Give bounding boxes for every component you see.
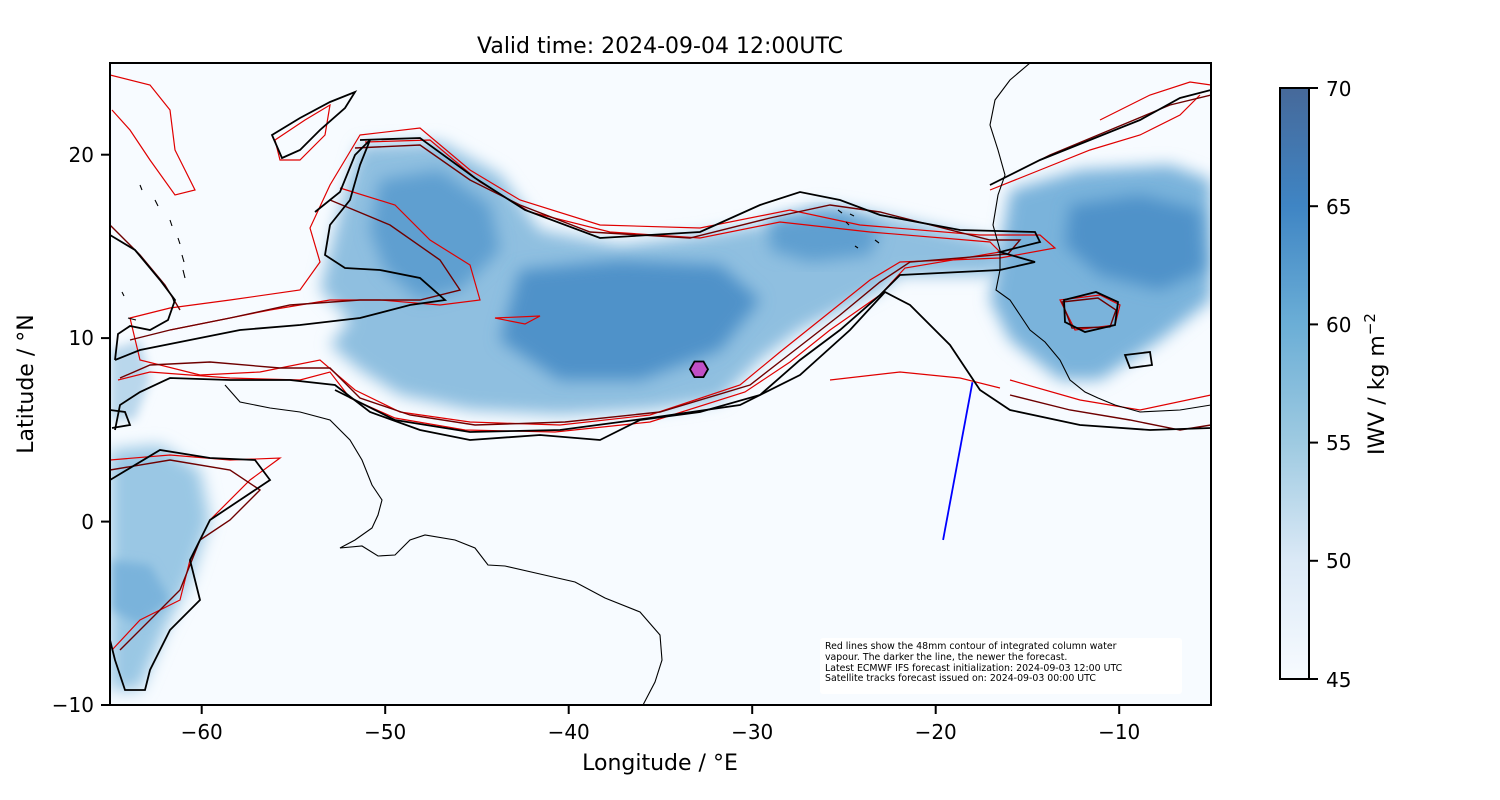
y-tick-label: 0 — [81, 510, 94, 534]
y-axis-title: Latitude / °N — [14, 314, 39, 453]
colorbar-tick-label: 45 — [1326, 668, 1351, 692]
plot-frame — [109, 62, 1212, 706]
x-tick-label: −30 — [731, 720, 773, 744]
colorbar-title: IWV / kg m−2 — [1361, 313, 1390, 455]
contour-red-9 — [110, 74, 196, 196]
colorbar-gradient — [1279, 87, 1310, 680]
y-tick-label: −10 — [52, 693, 94, 717]
contour-red-11 — [494, 315, 541, 325]
x-tick-label: −10 — [1098, 720, 1140, 744]
colorbar-tick-label: 65 — [1326, 195, 1351, 219]
annotation-box: Red lines show the 48mm contour of integ… — [820, 638, 1182, 694]
annotation-line: vapour. The darker the line, the newer t… — [825, 651, 1068, 663]
iwv-core-west — [370, 170, 500, 300]
contour-red-1 — [129, 127, 1057, 426]
colorbar-tick-label: 60 — [1326, 313, 1351, 337]
iwv-southwest-core — [112, 560, 170, 625]
iwv-southwest — [110, 445, 210, 690]
x-tick-label: −20 — [915, 720, 957, 744]
contour-red-12 — [829, 371, 1001, 389]
x-tick-label: −50 — [364, 720, 406, 744]
coastline-south-america — [224, 384, 663, 705]
colorbar: 70 65 60 55 50 45 IWV / kg m−2 — [1279, 77, 1390, 692]
hexagon-marker — [688, 360, 710, 379]
contour-black-west-inner — [114, 139, 448, 361]
x-axis: −60 −50 −40 −30 −20 −10 Longitude / °E — [181, 705, 1140, 776]
coastline-islands-cape-verde — [837, 209, 880, 249]
contour-black-east-island — [1063, 291, 1119, 333]
contour-red-5 — [1099, 81, 1211, 121]
colorbar-tick-label: 70 — [1326, 77, 1351, 101]
contour-set-newest — [110, 89, 1211, 691]
contour-black-west-coast — [110, 234, 177, 361]
x-tick-label: −60 — [181, 720, 223, 744]
colorbar-title-main: IWV / kg m — [1365, 335, 1390, 455]
annotation-line: Red lines show the 48mm contour of integ… — [825, 641, 1117, 652]
chart-title: Valid time: 2024-09-04 12:00UTC — [477, 34, 843, 59]
annotation-line: Satellite tracks forecast issued on: 202… — [825, 673, 1096, 685]
contour-red-4 — [1009, 379, 1211, 411]
iwv-field — [110, 142, 1211, 690]
colorbar-tick-label: 50 — [1326, 549, 1351, 573]
iwv-core-center — [500, 260, 760, 380]
y-axis: 20 10 0 −10 Latitude / °N — [14, 143, 110, 717]
map-plot-area — [110, 63, 1211, 705]
iwv-east-core — [1065, 195, 1205, 290]
coastlines — [121, 63, 1211, 705]
coastline-africa — [989, 63, 1211, 413]
y-tick-label: 20 — [69, 143, 94, 167]
contour-black-caribbean — [270, 90, 358, 160]
contour-black-main — [114, 137, 1042, 441]
contour-red-10 — [274, 103, 331, 161]
contour-black-east — [989, 89, 1211, 186]
contour-darkred-1 — [119, 144, 1022, 426]
contour-darkred-5 — [110, 459, 262, 651]
colorbar-tick-label: 55 — [1326, 431, 1351, 455]
annotation-line: Latest ECMWF IFS forecast initialization… — [825, 662, 1123, 674]
contour-black-south — [334, 290, 1211, 433]
contour-darkred-2 — [129, 199, 462, 341]
coastline-lesser-antilles — [121, 184, 186, 321]
contour-black-west-islet — [110, 409, 132, 429]
contour-red-2 — [117, 139, 1002, 433]
colorbar-title-sup: −2 — [1361, 313, 1379, 335]
x-tick-label: −40 — [548, 720, 590, 744]
satellite-track-line — [942, 382, 974, 541]
y-tick-label: 10 — [69, 326, 94, 350]
contour-red-6 — [989, 94, 1201, 191]
contour-black-east-island-2 — [1123, 351, 1154, 369]
contour-black-southwest — [110, 449, 272, 691]
x-axis-title: Longitude / °E — [582, 751, 738, 776]
